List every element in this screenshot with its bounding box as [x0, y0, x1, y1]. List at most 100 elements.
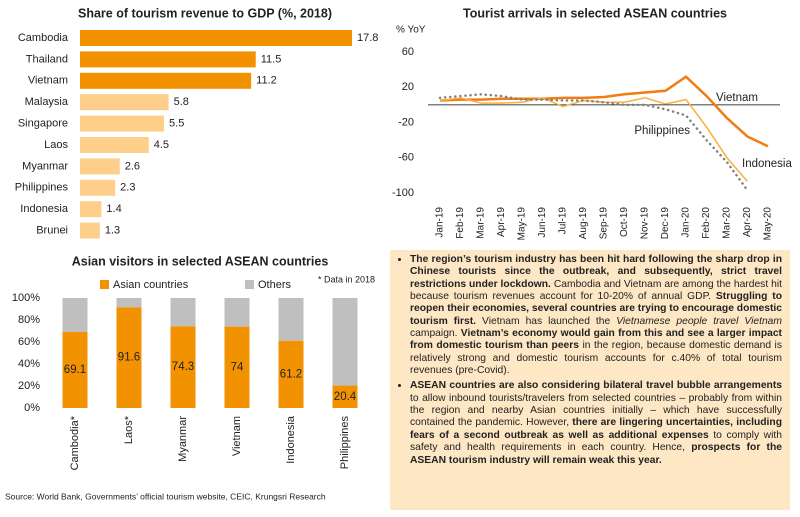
bar	[80, 51, 256, 68]
line	[439, 97, 749, 183]
value-label: 2.3	[120, 182, 135, 194]
bar	[80, 30, 352, 46]
x-tick-label: Aug-19	[578, 207, 589, 240]
line	[438, 93, 749, 192]
chart-note: * Data in 2018	[318, 274, 375, 284]
y-tick-label: 60%	[18, 336, 40, 348]
bar-segment	[224, 298, 250, 327]
line	[439, 75, 769, 148]
chart-title: Tourist arrivals in selected ASEAN count…	[463, 6, 727, 20]
bar-segment	[116, 307, 142, 408]
x-tick-label: Feb-20	[701, 207, 712, 239]
notes: The region’s tourism industry has been h…	[396, 254, 782, 467]
category-label: Vietnam	[28, 75, 68, 87]
x-tick-label: Indonesia	[285, 415, 297, 464]
value-label: 5.5	[169, 118, 184, 130]
chart-title: Share of tourism revenue to GDP (%, 2018…	[78, 6, 332, 20]
legend-swatch	[245, 280, 254, 289]
bar	[80, 179, 116, 196]
x-tick-label: Apr-19	[496, 207, 507, 237]
category-label: Philippines	[15, 182, 69, 194]
note-text: to allow inbound tourists/travelers from…	[410, 392, 782, 429]
category-label: Singapore	[18, 118, 68, 130]
y-tick-label: 20	[402, 81, 414, 93]
note-text: campaign.	[410, 328, 461, 340]
bar-segment	[278, 340, 304, 408]
bar-segment	[170, 326, 196, 408]
x-tick-label: Sep-19	[599, 207, 610, 240]
value-label: 69.1	[64, 364, 86, 376]
x-tick-label: Nov-19	[640, 207, 651, 240]
x-tick-label: Mar-19	[476, 207, 487, 239]
category-label: Thailand	[26, 53, 68, 65]
legend-label: Asian countries	[113, 279, 189, 291]
value-label: 11.2	[256, 75, 277, 87]
legend-swatch	[100, 280, 109, 289]
bar-segment	[278, 298, 304, 341]
y-tick-label: -20	[398, 116, 414, 128]
value-label: 91.6	[118, 352, 140, 364]
x-tick-label: Dec-19	[660, 207, 671, 240]
bar	[80, 201, 102, 218]
y-tick-label: 40%	[18, 358, 40, 370]
x-tick-label: Oct-19	[619, 207, 630, 237]
category-label: Myanmar	[22, 160, 68, 172]
x-tick-label: May-19	[517, 207, 528, 241]
bar-segment	[170, 298, 196, 327]
x-tick-label: Jun-19	[537, 207, 548, 238]
y-tick-label: 100%	[12, 292, 40, 304]
note-text: Struggling to reopen their economies, se…	[410, 291, 782, 327]
note: The region’s tourism industry has been h…	[410, 254, 782, 377]
note-text: in the region, because domestic demand i…	[410, 340, 782, 377]
y-tick-label: 80%	[18, 314, 40, 326]
note-text: to comply with safety and health require…	[410, 429, 782, 454]
value-label: 11.5	[261, 53, 282, 65]
bar	[80, 94, 169, 111]
bar	[80, 115, 165, 132]
bar	[80, 222, 100, 239]
y-axis-label: % YoY	[396, 25, 426, 36]
y-tick-label: -100	[392, 187, 414, 199]
value-label: 17.8	[357, 32, 378, 44]
value-label: 61.2	[280, 368, 302, 380]
x-tick-label: Jan-20	[681, 207, 692, 238]
legend-label: Others	[258, 279, 292, 291]
note-text: ASEAN countries are also considering bil…	[410, 380, 782, 392]
y-tick-label: 0%	[24, 402, 40, 414]
value-label: 5.8	[174, 96, 189, 108]
series-label: Indonesia	[742, 158, 792, 170]
value-label: 74	[231, 361, 244, 373]
bar-segment	[116, 298, 142, 308]
value-label: 74.3	[172, 361, 194, 373]
bar-segment	[62, 331, 88, 408]
category-label: Brunei	[36, 225, 68, 237]
note-text: Vietnam has launched the	[476, 315, 617, 327]
x-tick-label: Apr-20	[742, 207, 753, 237]
x-tick-label: Feb-19	[455, 207, 466, 239]
bar-segment	[332, 298, 358, 386]
note-text: Vietnam’s economy would gain from this a…	[410, 328, 782, 352]
note: ASEAN countries are also considering bil…	[410, 380, 782, 466]
bar	[80, 72, 252, 89]
bar	[80, 137, 149, 153]
value-label: 20.4	[334, 391, 357, 403]
x-tick-label: Myanmar	[177, 416, 189, 462]
x-tick-label: Jan-19	[435, 207, 446, 238]
x-tick-label: Cambodia*	[69, 415, 81, 470]
bar-segment	[62, 298, 88, 332]
note-text: there are lingering uncertainties, inclu…	[410, 417, 782, 441]
bar-segment	[332, 385, 358, 408]
chart-title: Asian visitors in selected ASEAN countri…	[72, 254, 329, 268]
source: Source: World Bank, Governments’ officia…	[5, 491, 326, 501]
category-label: Malaysia	[25, 96, 69, 108]
x-tick-label: Jul-19	[558, 207, 569, 235]
note-text: Cambodia and Vietnam are among the harde…	[410, 278, 782, 303]
x-tick-label: Vietnam	[231, 416, 243, 456]
value-label: 2.6	[125, 160, 140, 172]
x-tick-label: Laos*	[123, 415, 135, 444]
x-tick-label: May-20	[763, 207, 774, 241]
category-label: Laos	[44, 139, 68, 151]
value-label: 1.4	[106, 203, 121, 215]
note-text: Vietnamese people travel Vietnam	[616, 315, 782, 327]
commentary-box: The region’s tourism industry has been h…	[390, 250, 790, 510]
